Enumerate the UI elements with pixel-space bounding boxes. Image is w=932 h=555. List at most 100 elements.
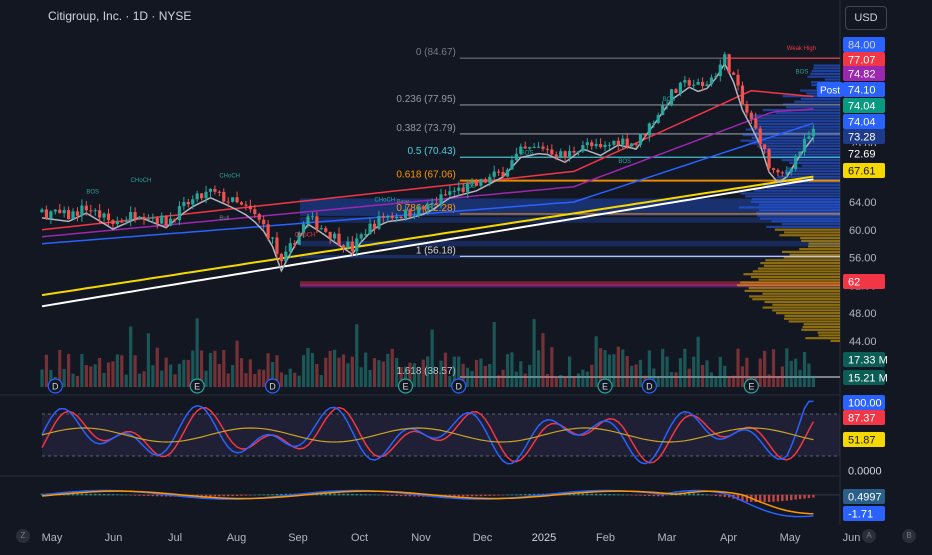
macd-histogram-bar: [142, 494, 146, 496]
volume-profile-bar: [807, 75, 840, 78]
structure-label: BOS: [663, 97, 676, 103]
volume-bar: [665, 356, 669, 387]
candle-body: [408, 209, 412, 217]
macd-histogram-bar: [404, 494, 407, 497]
volume-profile-bar: [781, 223, 840, 226]
candle-body: [377, 215, 381, 229]
macd-histogram-bar: [612, 494, 616, 496]
chart-title: Citigroup, Inc. · 1D · NYSE: [48, 9, 192, 23]
volume-bar: [191, 350, 195, 387]
volume-bar: [40, 369, 44, 387]
volume-bar: [186, 359, 190, 387]
macd-histogram-bar: [80, 493, 84, 496]
macd-histogram-bar: [102, 493, 106, 496]
volume-profile-bar: [753, 189, 840, 192]
macd-histogram-bar: [231, 494, 234, 497]
price-label-value: 100.00: [848, 398, 882, 410]
volume-profile-bar: [760, 261, 840, 265]
structure-label: CHoCH: [131, 178, 152, 184]
macd-histogram-bar: [218, 494, 221, 497]
volume-bar: [461, 363, 465, 387]
volume-profile-bar: [772, 303, 840, 306]
zoom-icon[interactable]: Z: [16, 529, 30, 543]
candle-body: [208, 188, 213, 192]
volume-bar: [146, 333, 150, 387]
time-axis-tick: Mar: [658, 532, 677, 544]
candle-body: [53, 209, 57, 212]
volume-bar: [669, 372, 674, 387]
volume-bar: [408, 362, 412, 387]
price-label-badge: [843, 129, 885, 144]
volume-bar: [470, 371, 474, 387]
macd-histogram-bar: [710, 494, 713, 496]
macd-histogram-bar: [408, 494, 412, 497]
volume-profile-bar: [767, 153, 840, 156]
volume-bar: [306, 348, 310, 387]
structure-label: BOS: [86, 190, 99, 196]
candle-body: [253, 209, 257, 215]
scale-icon[interactable]: B: [902, 529, 916, 543]
macd-histogram-bar: [484, 494, 487, 496]
candle-body: [683, 80, 687, 83]
candle-body: [350, 241, 354, 252]
candle-body: [115, 221, 119, 225]
volume-bar: [709, 372, 714, 387]
candle-body: [421, 206, 425, 210]
macd-histogram-bar: [798, 494, 802, 500]
volume-bar: [293, 372, 297, 387]
fib-level-label: 0.236 (77.95): [396, 94, 456, 105]
volume-bar: [333, 349, 337, 387]
candle-body: [687, 80, 691, 86]
event-marker-label: D: [269, 382, 276, 392]
volume-bar: [536, 350, 541, 387]
price-label-badge: [843, 489, 885, 504]
event-marker-label: E: [403, 382, 409, 392]
volume-bar: [541, 333, 545, 387]
macd-histogram-bar: [634, 494, 638, 496]
volume-profile-bar: [745, 195, 840, 198]
price-label-value: -1.71: [848, 509, 873, 521]
volume-bar: [124, 374, 128, 387]
macd-histogram-bar: [643, 494, 647, 496]
macd-histogram-bar: [759, 494, 762, 503]
candle-body: [763, 144, 767, 150]
candle-body: [758, 128, 762, 145]
volume-bar: [200, 350, 204, 387]
volume-profile-bar: [808, 242, 840, 245]
volume-bar: [106, 362, 111, 387]
volume-bar: [683, 348, 687, 387]
volume-bar: [279, 372, 283, 387]
candle-body: [191, 199, 195, 205]
macd-histogram-bar: [258, 494, 261, 496]
candle-body: [528, 147, 532, 149]
macd-histogram-bar: [701, 494, 704, 496]
candle-body: [581, 145, 585, 152]
price-label-value: 0.4997: [848, 492, 882, 504]
volume-bar: [324, 357, 328, 387]
candle-body: [483, 179, 487, 183]
macd-histogram-bar: [160, 494, 163, 497]
price-label-value: 87.37: [848, 413, 876, 425]
candle-body: [603, 144, 607, 148]
volume-bar: [488, 364, 492, 387]
currency-button[interactable]: USD: [845, 6, 887, 30]
volume-bar: [399, 366, 403, 387]
macd-histogram-bar: [151, 494, 155, 497]
volume-profile-bar: [794, 100, 840, 103]
macd-histogram-bar: [661, 494, 664, 497]
candle-body: [638, 133, 643, 145]
volume-profile-bar: [789, 161, 840, 165]
price-label-value: 77.07: [848, 55, 876, 67]
macd-histogram-bar: [501, 494, 505, 496]
auto-scale-icon[interactable]: A: [862, 529, 876, 543]
candle-body: [621, 138, 625, 145]
candle-body: [129, 212, 133, 221]
volume-profile-bar: [801, 239, 840, 242]
candle-body: [222, 191, 226, 202]
volume-bar: [297, 375, 301, 387]
candle-body: [514, 153, 518, 161]
volume-bar: [235, 340, 239, 387]
volume-profile-bar: [759, 217, 840, 220]
volume-bar: [479, 358, 483, 387]
